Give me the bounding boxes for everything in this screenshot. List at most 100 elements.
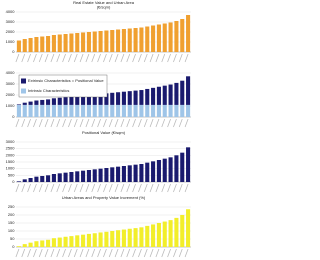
bar-segment [92, 104, 97, 117]
bar [28, 178, 33, 182]
bar [145, 225, 150, 247]
x-tick-stub [184, 183, 189, 193]
x-tick-stub [149, 183, 154, 193]
x-tick-stub [143, 248, 148, 258]
bar-segment [34, 104, 39, 117]
bar [16, 181, 21, 182]
bar-segment [34, 100, 39, 105]
bar-segment [151, 87, 156, 105]
bar [186, 147, 191, 182]
x-tick-stub [15, 118, 20, 128]
bar [57, 237, 62, 247]
x-tick-stub [79, 53, 84, 63]
x-tick-stub [56, 118, 61, 128]
bar-segment [151, 104, 156, 117]
bar [180, 215, 185, 247]
bar [81, 32, 86, 52]
bar [40, 176, 45, 182]
bar [162, 158, 167, 182]
y-tick-label: 100 [8, 228, 15, 233]
x-tick-stub [68, 248, 72, 258]
bar [133, 228, 138, 247]
x-tick-stub [91, 183, 96, 193]
x-tick-stub [44, 53, 49, 63]
bar [174, 21, 179, 52]
y-tick-label: 0 [12, 179, 15, 184]
x-tick-stub [27, 53, 31, 63]
bar [156, 223, 161, 247]
x-tick-stub [138, 53, 142, 63]
x-tick-stub [21, 118, 26, 128]
bar [156, 24, 161, 52]
x-tick-stub [103, 53, 107, 63]
x-tick-stub [161, 183, 166, 193]
x-tick-stub [155, 248, 160, 258]
bar [46, 36, 51, 52]
bar-segment [133, 90, 138, 105]
chart-title: Positional Value (€/sqm) [82, 130, 126, 135]
x-tick-stub [103, 118, 107, 128]
x-tick-stub [132, 53, 136, 63]
x-tick-stub [21, 248, 26, 258]
bar [104, 30, 109, 52]
x-tick-stub [138, 183, 142, 193]
figure: Real Estate Value and Urban Area(€/sqm) 0… [6, 0, 191, 258]
bar [86, 170, 91, 182]
y-tick-label: 2500 [6, 146, 16, 151]
bar-segment [168, 84, 173, 105]
x-tick-stub [132, 118, 136, 128]
x-tick-stub [161, 53, 166, 63]
bar [28, 38, 33, 52]
x-tick-stub [73, 53, 78, 63]
y-tick-label: 1000 [6, 103, 16, 108]
x-tick-stub [155, 183, 160, 193]
x-tick-stub [178, 248, 183, 258]
y-tick-label: 1000 [6, 166, 16, 171]
bar-segment [121, 104, 126, 117]
x-tick-stub [173, 183, 177, 193]
bar-segment [180, 80, 185, 105]
bar-segment [104, 104, 109, 117]
x-tick-stub [91, 248, 96, 258]
bar [139, 27, 144, 52]
x-tick-stub [91, 53, 96, 63]
bar [69, 33, 74, 52]
bar [63, 172, 68, 182]
x-tick-stub [73, 118, 78, 128]
bar [40, 240, 45, 247]
bar [168, 157, 173, 182]
chart-title: Urban Areas and Property Value Increment… [62, 195, 146, 200]
bar-segment [46, 104, 51, 117]
bar-segment [40, 104, 45, 117]
bar [151, 224, 156, 247]
x-tick-stub [97, 183, 101, 193]
bar [86, 32, 91, 52]
bar [127, 228, 132, 247]
bar-segment [75, 104, 80, 117]
x-tick-stub [108, 118, 113, 128]
y-tick-label: 4000 [6, 9, 16, 14]
chart-subtitle: (€/sqm) [97, 5, 111, 10]
x-tick-stub [184, 118, 189, 128]
legend-box [18, 74, 108, 98]
bar [139, 164, 144, 182]
x-tick-stub [21, 183, 26, 193]
bar [34, 37, 39, 52]
bar [151, 25, 156, 52]
bar-segment [133, 104, 138, 117]
bar [22, 39, 27, 52]
bar-segment [116, 104, 121, 117]
x-tick-stub [27, 248, 31, 258]
x-tick-stub [44, 118, 49, 128]
x-tick-stub [97, 53, 101, 63]
x-tick-stub [132, 183, 136, 193]
bar-segment [156, 86, 161, 105]
bar-segment [174, 82, 179, 105]
bar [110, 231, 115, 247]
bar [121, 166, 126, 182]
x-tick-stub [138, 118, 142, 128]
bar-segment [40, 99, 45, 105]
x-tick-stub [62, 248, 66, 258]
bar [46, 175, 51, 182]
bar-segment [127, 91, 132, 105]
